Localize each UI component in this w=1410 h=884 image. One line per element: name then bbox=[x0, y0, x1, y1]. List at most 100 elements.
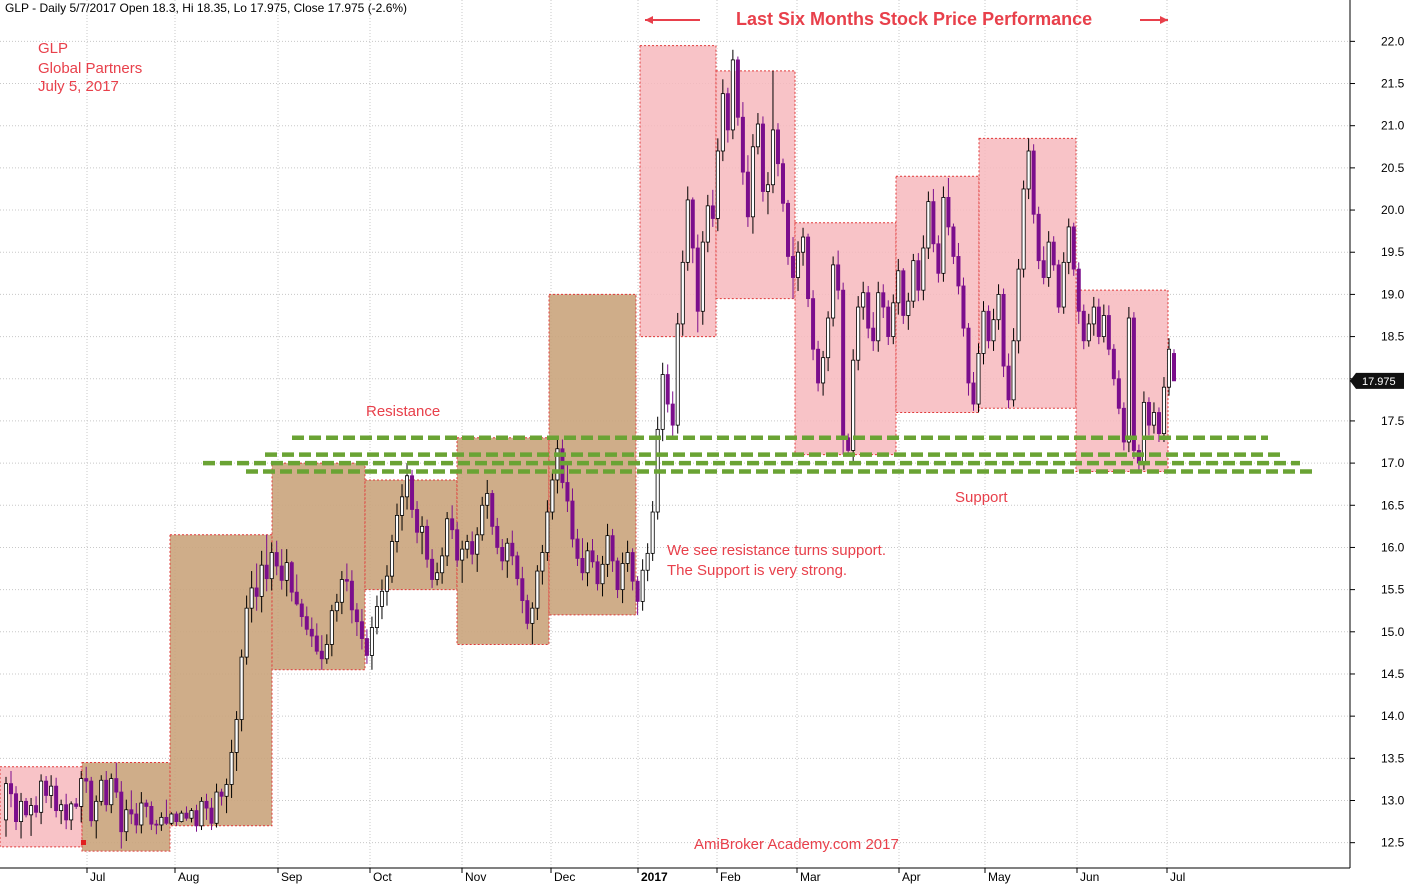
y-tick-label: 17.5 bbox=[1381, 414, 1405, 428]
candle-body bbox=[540, 552, 545, 572]
candle bbox=[605, 523, 610, 577]
note-line-1: We see resistance turns support. bbox=[667, 542, 886, 559]
range-box-jun bbox=[1075, 289, 1169, 473]
candle bbox=[54, 777, 59, 818]
candle-body bbox=[610, 535, 615, 562]
candle-body bbox=[9, 783, 14, 795]
candle-body bbox=[1071, 226, 1076, 270]
candle-body bbox=[1036, 213, 1041, 262]
candle bbox=[174, 811, 179, 826]
candle bbox=[530, 602, 535, 645]
candle-body bbox=[725, 93, 730, 131]
candle-body bbox=[254, 587, 259, 597]
candle bbox=[670, 391, 675, 439]
candle-body bbox=[1172, 353, 1177, 382]
candle-body bbox=[550, 479, 555, 513]
candle-body bbox=[114, 778, 119, 793]
candle bbox=[324, 634, 329, 664]
candle bbox=[1141, 391, 1146, 470]
candle-body bbox=[705, 205, 710, 243]
candle-body bbox=[1126, 317, 1131, 443]
candle-body bbox=[1166, 348, 1171, 388]
candle bbox=[349, 570, 354, 624]
candle bbox=[861, 281, 866, 320]
candle bbox=[214, 783, 219, 828]
candle-body bbox=[460, 548, 465, 561]
candle-body bbox=[39, 780, 44, 813]
range-box-mar bbox=[794, 222, 897, 456]
y-tick-label: 20.0 bbox=[1381, 203, 1405, 217]
candle-body bbox=[1111, 348, 1116, 380]
candle-body bbox=[1091, 306, 1096, 325]
candle-body bbox=[770, 129, 775, 186]
candle bbox=[289, 560, 294, 602]
candle-body bbox=[400, 496, 405, 516]
candle bbox=[144, 799, 149, 818]
candle bbox=[791, 237, 796, 299]
candle bbox=[821, 350, 826, 396]
candle bbox=[570, 488, 575, 548]
x-tick-label: May bbox=[988, 870, 1011, 884]
candle bbox=[645, 543, 650, 582]
candle-body bbox=[670, 403, 675, 426]
candle-body bbox=[1001, 293, 1006, 367]
candle-body bbox=[289, 562, 294, 593]
candle-body bbox=[204, 800, 209, 809]
candle-body bbox=[354, 609, 359, 623]
candle-body bbox=[109, 778, 114, 806]
candle bbox=[991, 308, 996, 351]
candle-body bbox=[580, 558, 585, 574]
candle bbox=[104, 770, 109, 812]
candle bbox=[24, 797, 29, 818]
candle bbox=[750, 134, 755, 234]
candle-body bbox=[846, 437, 851, 451]
candle-body bbox=[1016, 268, 1021, 342]
candle-body bbox=[129, 809, 134, 815]
candle-body bbox=[535, 570, 540, 609]
candle bbox=[725, 87, 730, 143]
y-tick-label: 20.5 bbox=[1381, 161, 1405, 175]
candle-body bbox=[174, 813, 179, 822]
candle-body bbox=[630, 552, 635, 582]
candle bbox=[329, 604, 334, 657]
candle-body bbox=[224, 784, 229, 797]
candle-body bbox=[775, 129, 780, 165]
candle-body bbox=[856, 306, 861, 361]
candle-body bbox=[1101, 315, 1106, 337]
candle bbox=[931, 188, 936, 253]
candle bbox=[430, 549, 435, 588]
range-box-aug bbox=[169, 534, 273, 827]
candle-body bbox=[946, 196, 951, 228]
candle-body bbox=[475, 534, 480, 555]
candle-body bbox=[906, 300, 911, 316]
candle bbox=[816, 340, 821, 392]
candle-body bbox=[445, 518, 450, 557]
candle-body bbox=[485, 493, 490, 506]
candle-body bbox=[430, 558, 435, 580]
candle bbox=[440, 547, 445, 584]
candle-body bbox=[660, 374, 665, 430]
candle bbox=[891, 294, 896, 345]
candle-body bbox=[570, 500, 575, 540]
candle-body bbox=[1076, 268, 1081, 312]
candle bbox=[881, 284, 886, 319]
candle-body bbox=[625, 552, 630, 564]
candle bbox=[1066, 218, 1071, 275]
candle-body bbox=[239, 656, 244, 720]
candle-body bbox=[44, 780, 49, 796]
company-label: Global Partners bbox=[38, 60, 143, 77]
candle bbox=[906, 292, 911, 330]
candle-body bbox=[274, 552, 279, 567]
candle bbox=[109, 773, 114, 814]
candle-body bbox=[931, 201, 936, 245]
candle bbox=[84, 766, 89, 793]
candle-body bbox=[811, 298, 816, 350]
candle-body bbox=[405, 475, 410, 498]
candle-body bbox=[806, 236, 811, 300]
y-tick-label: 19.0 bbox=[1381, 287, 1405, 301]
candle bbox=[139, 792, 144, 834]
candle-body bbox=[79, 778, 84, 807]
candle bbox=[1086, 313, 1091, 347]
candle-body bbox=[1081, 310, 1086, 342]
candle-body bbox=[34, 805, 39, 813]
